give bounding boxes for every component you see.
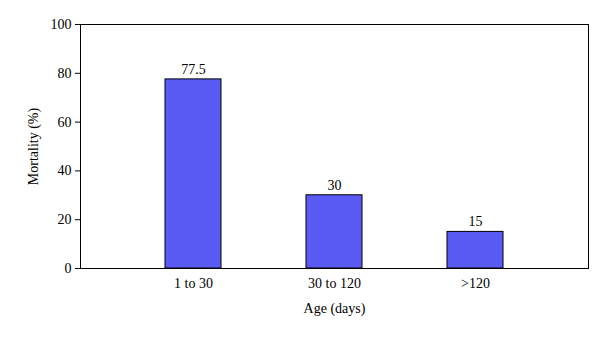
svg-text:77.5: 77.5 xyxy=(181,62,206,77)
svg-text:100: 100 xyxy=(51,17,72,32)
svg-text:>120: >120 xyxy=(461,276,490,291)
svg-text:20: 20 xyxy=(58,212,72,227)
svg-text:Age (days): Age (days) xyxy=(304,301,366,317)
svg-text:0: 0 xyxy=(65,261,72,276)
svg-text:40: 40 xyxy=(58,163,72,178)
svg-text:30: 30 xyxy=(328,178,342,193)
svg-text:15: 15 xyxy=(469,214,483,229)
svg-text:1 to 30: 1 to 30 xyxy=(174,276,213,291)
svg-text:Mortality (%): Mortality (%) xyxy=(26,107,42,185)
svg-text:80: 80 xyxy=(58,66,72,81)
svg-text:60: 60 xyxy=(58,115,72,130)
svg-text:30 to 120: 30 to 120 xyxy=(308,276,361,291)
